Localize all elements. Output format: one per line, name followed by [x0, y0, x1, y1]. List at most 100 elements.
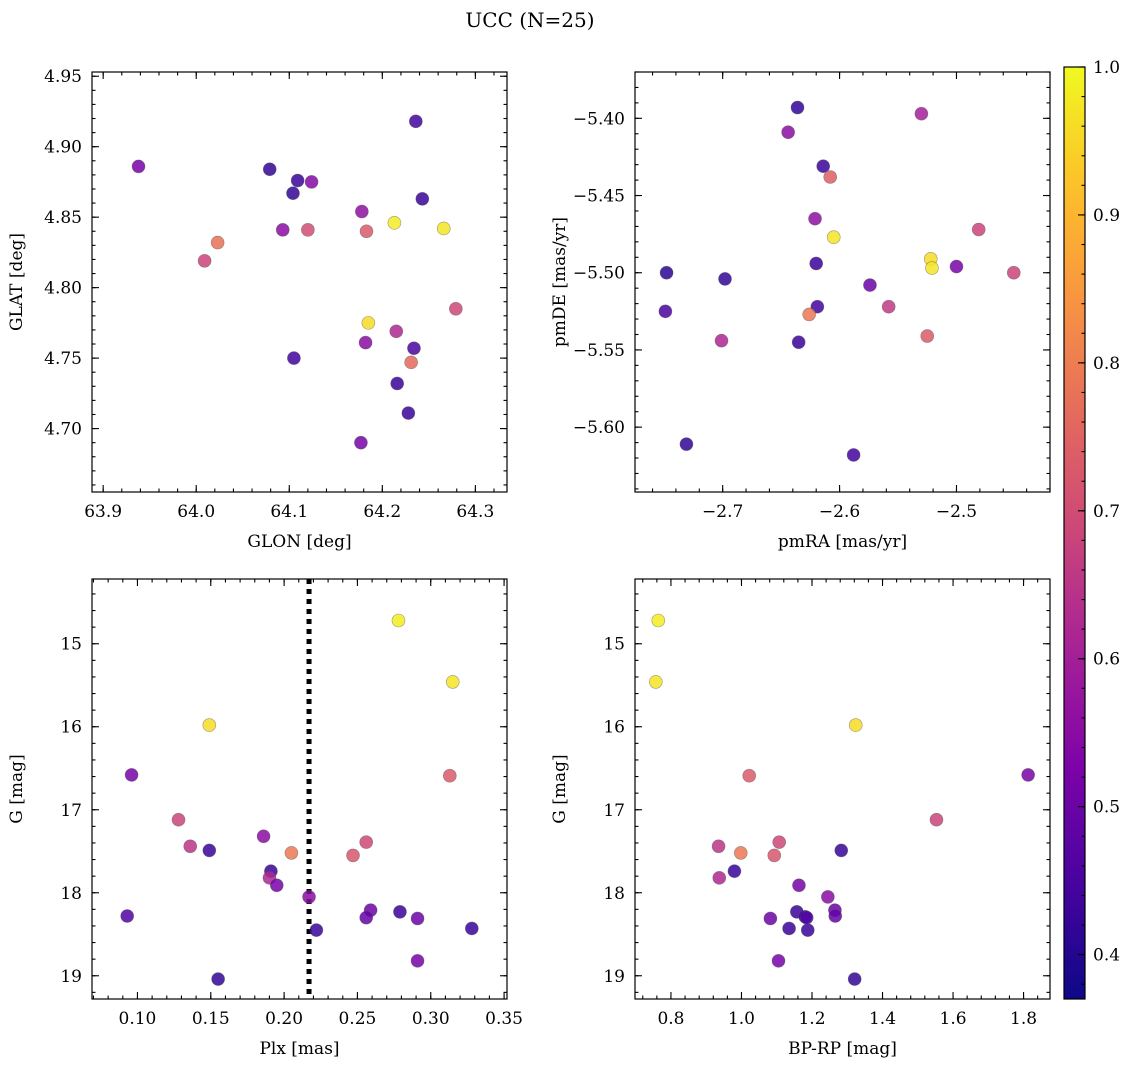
axes-frame	[634, 578, 1051, 1000]
y-tick-label: 16	[603, 718, 625, 738]
data-point	[211, 972, 225, 986]
x-axis-label: pmRA [mas/yr]	[778, 532, 907, 552]
data-point	[712, 871, 727, 885]
x-axis-label: Plx [mas]	[259, 1039, 339, 1059]
axes-frame	[634, 71, 1051, 493]
data-point	[210, 235, 225, 250]
x-tick-label: 64.1	[270, 502, 308, 522]
y-tick-label: 18	[603, 884, 625, 904]
data-point	[443, 768, 457, 783]
data-point	[1021, 768, 1035, 782]
data-point	[124, 768, 139, 782]
x-axis-label: GLON [deg]	[247, 532, 351, 552]
colorbar-frame	[1063, 66, 1086, 1000]
scatter-points	[120, 613, 479, 986]
data-point	[401, 406, 416, 420]
data-point	[727, 864, 742, 878]
x-tick-label: 0.15	[192, 1009, 230, 1029]
data-point	[792, 878, 806, 893]
y-axis-label: GLAT [deg]	[7, 233, 27, 331]
data-point	[387, 216, 402, 230]
data-point	[346, 848, 360, 863]
data-point	[828, 909, 843, 923]
y-tick-label: 15	[60, 635, 82, 655]
minor-ticks	[635, 71, 1051, 492]
data-point	[287, 351, 301, 365]
x-tick-label: 1.8	[1010, 1009, 1037, 1029]
y-tick-label: 4.70	[44, 420, 82, 440]
y-tick-label: 18	[60, 884, 82, 904]
data-point	[393, 905, 407, 919]
colorbar-tick-label: 0.7	[1093, 502, 1120, 522]
data-point	[763, 911, 778, 926]
data-point	[863, 278, 877, 292]
data-point	[391, 613, 406, 628]
data-point	[826, 230, 841, 245]
data-point	[290, 173, 305, 188]
data-point	[772, 835, 787, 849]
y-tick-label: 4.85	[44, 208, 82, 228]
x-tick-label: 1.4	[869, 1009, 896, 1029]
colorbar-gradient	[1064, 67, 1085, 999]
figure-title: UCC (N=25)	[465, 8, 594, 32]
y-tick-label: −5.50	[573, 264, 625, 284]
data-point	[767, 848, 782, 863]
data-point	[359, 835, 374, 849]
scatter-points	[649, 613, 1035, 986]
minor-ticks	[92, 72, 507, 492]
minor-ticks	[635, 579, 1050, 999]
panel-glon-glat: 63.9 64.0 64.1 64.2 64.3 4.70 4.75 4.80 4.85 4.90…	[7, 67, 508, 552]
data-point	[445, 675, 460, 689]
data-point	[415, 192, 430, 206]
y-axis-label: G [mag]	[550, 754, 570, 823]
data-point	[848, 718, 863, 732]
y-axis-label: pmDE [mas/yr]	[550, 217, 570, 347]
x-tick-label: 64.3	[456, 502, 494, 522]
data-point	[436, 221, 451, 236]
data-point	[714, 333, 729, 348]
data-point	[202, 843, 217, 858]
y-tick-label: 4.75	[44, 349, 82, 369]
data-point	[465, 921, 479, 936]
y-tick-label: −5.55	[573, 341, 625, 361]
y-tick-label: 16	[60, 718, 82, 738]
scatter-points	[131, 114, 463, 450]
y-axis-label: G [mag]	[7, 754, 27, 823]
data-point	[649, 675, 663, 689]
colorbar-tick-label: 0.6	[1093, 650, 1120, 670]
data-point	[302, 890, 316, 904]
x-tick-label: 0.35	[485, 1009, 523, 1029]
data-point	[355, 204, 369, 219]
x-axis-label: BP-RP [mag]	[788, 1039, 897, 1059]
data-point	[284, 846, 299, 860]
x-tick-label: 0.8	[657, 1009, 684, 1029]
data-point	[881, 299, 896, 314]
x-tick-label: −2.6	[819, 502, 860, 522]
data-point	[809, 256, 823, 271]
data-point	[834, 843, 849, 858]
data-point	[847, 972, 862, 986]
y-tick-label: 15	[603, 635, 625, 655]
data-point	[131, 159, 146, 174]
x-tick-label: 1.2	[798, 1009, 825, 1029]
x-tick-label: 64.2	[363, 502, 401, 522]
data-point	[309, 923, 324, 937]
y-tick-label: 4.95	[44, 67, 82, 87]
data-point	[771, 954, 786, 968]
data-point	[823, 170, 838, 184]
data-point	[1006, 265, 1021, 280]
data-point	[359, 224, 374, 239]
data-point	[802, 307, 816, 322]
y-tick-label: 19	[603, 967, 625, 987]
x-tick-label: −2.5	[936, 502, 977, 522]
y-tick-label: 4.90	[44, 138, 82, 158]
x-tick-label: 64.0	[177, 502, 215, 522]
x-tick-label: 1.0	[728, 1009, 755, 1029]
x-tick-label: −2.7	[702, 502, 743, 522]
data-point	[658, 304, 673, 319]
data-point	[679, 437, 694, 451]
x-tick-label: 63.9	[84, 502, 122, 522]
data-point	[742, 768, 757, 783]
data-point	[659, 265, 674, 280]
panel-pmra-pmde: −2.7 −2.6 −2.5 −5.60 −5.55 −5.50 −5.45 −5.40 pmR…	[550, 71, 1051, 552]
